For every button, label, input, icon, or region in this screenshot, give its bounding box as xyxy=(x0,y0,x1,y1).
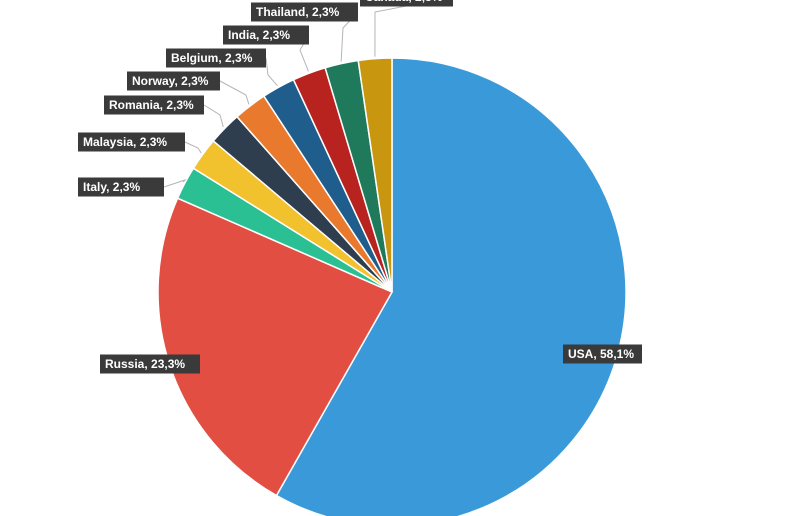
data-label-box xyxy=(100,354,200,374)
leader-line-romania xyxy=(203,104,224,128)
data-label-india: India, 2,3% xyxy=(223,25,309,45)
leader-line-norway xyxy=(219,80,250,105)
data-label-text: Italy, 2,3% xyxy=(83,180,140,194)
data-label-box xyxy=(78,177,164,197)
leader-line-italy xyxy=(163,178,187,188)
data-label-thailand: Thailand, 2,3% xyxy=(251,2,358,22)
data-label-box xyxy=(127,71,220,91)
data-label-text: USA, 58,1% xyxy=(568,347,634,361)
data-label-text: Canada, 2,3% xyxy=(365,0,443,4)
data-label-box xyxy=(223,25,309,45)
data-label-text: Thailand, 2,3% xyxy=(256,5,340,19)
pie-slice-canada xyxy=(357,57,393,293)
data-label-box xyxy=(166,48,266,68)
data-label-russia: Russia, 23,3% xyxy=(100,354,200,374)
data-label-text: Malaysia, 2,3% xyxy=(83,135,167,149)
data-label-box xyxy=(563,344,642,364)
leader-line-belgium xyxy=(265,57,278,86)
data-label-box xyxy=(78,132,185,152)
data-label-box xyxy=(104,95,204,115)
data-label-usa: USA, 58,1% xyxy=(563,344,642,364)
data-label-text: Norway, 2,3% xyxy=(132,74,209,88)
data-label-text: India, 2,3% xyxy=(228,28,290,42)
data-label-italy: Italy, 2,3% xyxy=(78,177,164,197)
data-label-text: Russia, 23,3% xyxy=(105,357,185,371)
leader-line-canada xyxy=(374,0,441,57)
data-label-malaysia: Malaysia, 2,3% xyxy=(78,132,185,152)
data-label-belgium: Belgium, 2,3% xyxy=(166,48,266,68)
data-label-romania: Romania, 2,3% xyxy=(104,95,204,115)
data-label-box xyxy=(360,0,453,7)
data-label-text: Belgium, 2,3% xyxy=(171,51,253,65)
data-label-canada: Canada, 2,3% xyxy=(360,0,453,7)
leader-line-malaysia xyxy=(184,141,202,154)
data-label-text: Romania, 2,3% xyxy=(109,98,194,112)
data-label-norway: Norway, 2,3% xyxy=(127,71,220,91)
data-label-box xyxy=(251,2,358,22)
